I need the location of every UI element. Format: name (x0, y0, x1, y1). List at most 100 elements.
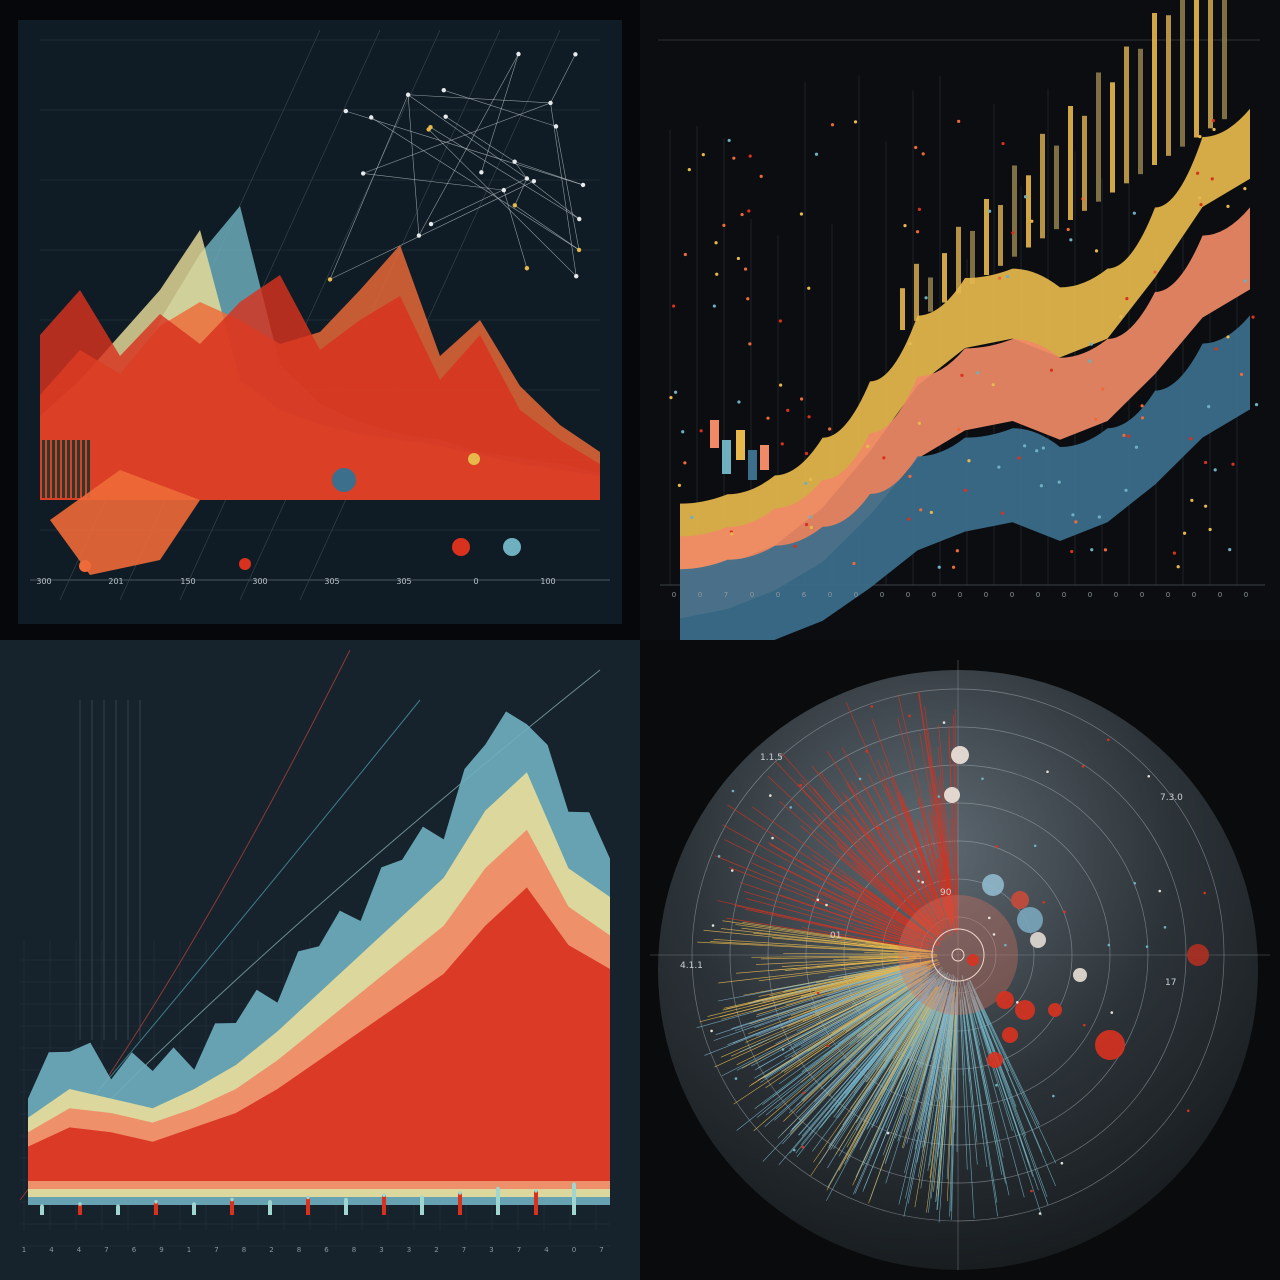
radial-ray (804, 868, 922, 935)
radial-ray (812, 961, 929, 990)
network-edge (407, 94, 420, 236)
network-node (327, 277, 333, 282)
scatter-point (963, 488, 968, 492)
radial-ray (918, 691, 953, 916)
network-edge (428, 129, 577, 277)
radial-ray (827, 751, 933, 916)
area-series-group (40, 206, 600, 575)
scatter-point (998, 276, 1002, 280)
scatter-point (740, 212, 744, 217)
radial-ray (717, 900, 928, 949)
radial-ray (913, 1010, 943, 1114)
bar (956, 226, 961, 294)
scatter-point (1243, 186, 1247, 191)
radial-ray (904, 985, 947, 1094)
bottom-bar (116, 1206, 120, 1215)
radial-ray (934, 766, 954, 919)
radial-ray (914, 851, 942, 914)
scatter-point (908, 474, 912, 478)
radial-ray (762, 983, 921, 1105)
radial-ray (960, 999, 975, 1219)
radial-ray (743, 962, 917, 996)
radial-ray (884, 785, 944, 920)
radial-ray (811, 854, 930, 936)
radial-ray (863, 995, 936, 1123)
radial-ray (779, 801, 942, 942)
network-edge (514, 205, 580, 251)
network-edge (555, 126, 580, 250)
x-tick-label: 0 (1192, 591, 1196, 599)
network-node (577, 216, 582, 222)
x-tick-label: 3 (379, 1246, 383, 1254)
scatter-point (976, 371, 980, 375)
mini-bar (87, 440, 90, 498)
radial-ray (833, 993, 929, 1118)
scatter-point (1176, 565, 1180, 569)
radial-point (789, 806, 793, 809)
radial-point (995, 1083, 998, 1087)
radial-scatter-chart: 01 90 17 4.1.1 1.1.5 7.3.0 (650, 660, 1270, 1270)
radial-ray (778, 994, 925, 1166)
bottom-point (344, 1197, 348, 1202)
radial-ray (831, 978, 920, 1034)
radial-ray (754, 977, 919, 1071)
radial-ray (960, 981, 978, 1165)
radial-ray (803, 973, 925, 1041)
radial-ray (965, 986, 981, 1046)
radial-ray (964, 997, 999, 1217)
scatter-point (1124, 488, 1128, 492)
radial-ray (922, 828, 949, 919)
scatter-point (1190, 498, 1194, 502)
x-tick-label: 2 (434, 1246, 438, 1254)
radial-ray (898, 1004, 947, 1205)
radial-ray (943, 1006, 953, 1079)
radial-ray (751, 970, 929, 1067)
network-edge (514, 178, 528, 206)
radial-point (730, 869, 734, 872)
radial-point (981, 777, 984, 781)
scatter-point (677, 483, 682, 487)
radial-ray (813, 819, 930, 929)
network-node (405, 92, 411, 97)
radial-ray (783, 978, 923, 1073)
radial-ray (828, 963, 906, 978)
radial-point (731, 789, 735, 793)
radial-ray (815, 962, 916, 983)
network-edge (550, 102, 577, 277)
bottom-point (306, 1195, 310, 1200)
scatter-point (807, 415, 811, 419)
bottom-point (382, 1193, 386, 1197)
network-node (573, 52, 578, 57)
radial-ray (838, 1005, 931, 1171)
scatter-point (1074, 520, 1078, 524)
scatter-point (1198, 135, 1202, 139)
radial-ray (745, 908, 912, 946)
radial-ray (751, 862, 929, 943)
bottom-bar (192, 1204, 196, 1215)
area-series-4 (28, 887, 610, 1181)
area-series-1 (40, 275, 600, 500)
bar (1152, 13, 1157, 165)
scatter-point (786, 408, 790, 412)
mini-bar (52, 440, 55, 498)
radial-ray (800, 980, 914, 1047)
x-tick-label: 300 (252, 577, 267, 586)
radial-ray (812, 812, 931, 929)
radial-ray (760, 955, 924, 960)
radial-ray (830, 996, 932, 1150)
radial-point (987, 916, 991, 920)
ring-label: 90 (940, 888, 952, 898)
radial-ray (841, 894, 928, 940)
radial-ray (775, 971, 924, 1044)
scatter-point (1228, 548, 1232, 552)
layered-ridge-chart: 1 4 4 7 6 9 1 7 8 2 8 6 8 3 3 2 7 3 7 4 0 7 (19, 649, 610, 1254)
radial-ray (974, 998, 1027, 1136)
radial-ray (795, 980, 933, 1114)
scatter-point (748, 154, 752, 158)
radial-ray (888, 955, 934, 959)
network-edge (345, 110, 584, 186)
core-circle (931, 928, 985, 982)
radial-ray (843, 993, 916, 1060)
scatter-point (997, 465, 1001, 469)
scatter-point (828, 427, 832, 431)
